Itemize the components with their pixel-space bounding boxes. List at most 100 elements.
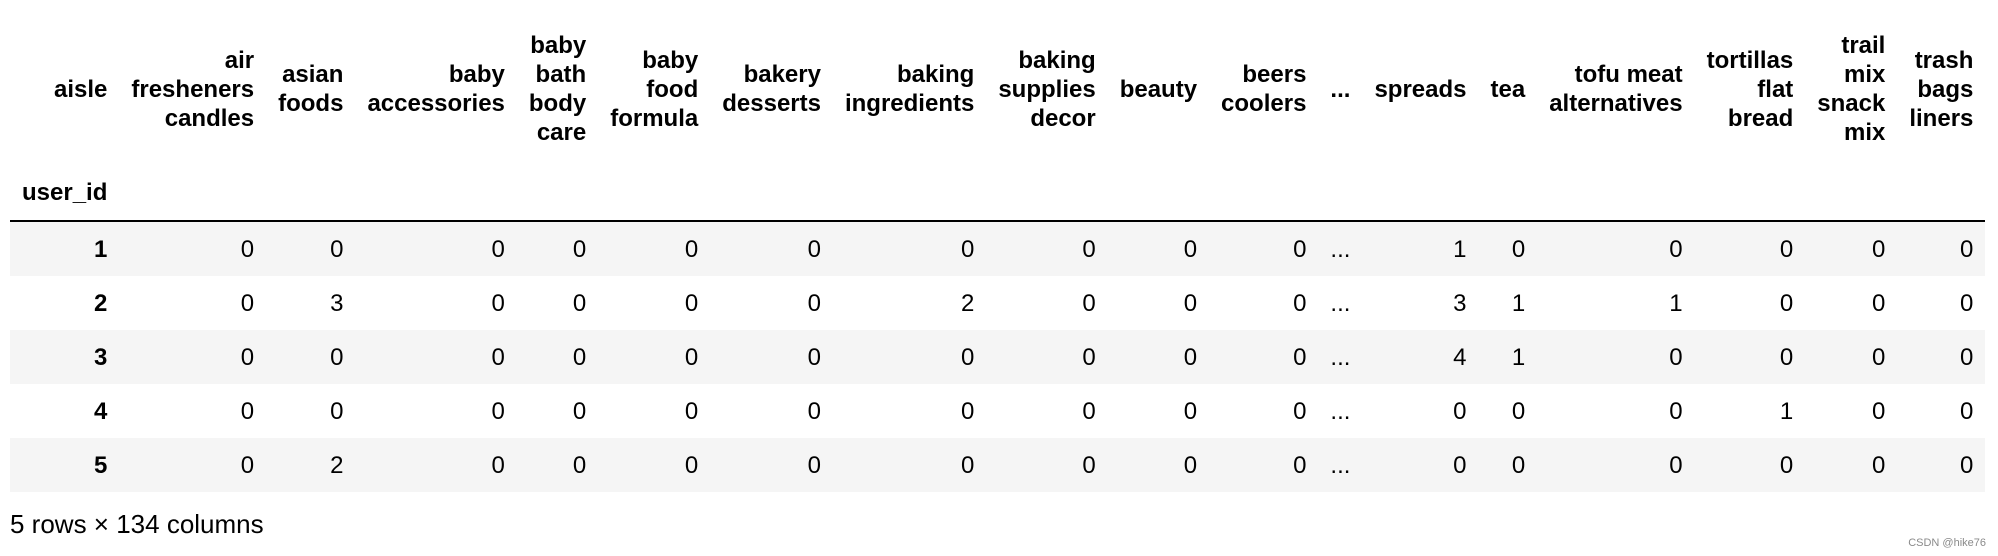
table-cell: 0 [491, 343, 505, 371]
column-header-text: snack [1817, 90, 1886, 117]
column-header-text: trash [1914, 46, 1974, 74]
table-cell: 0 [1871, 451, 1886, 479]
table-cell: 0 [684, 289, 699, 317]
columns-name-label: aisle [53, 75, 108, 103]
index-name-spacer [1805, 164, 1898, 222]
watermark: CSDN @hike76 [1908, 537, 1986, 549]
table-cell: 0 [330, 397, 344, 425]
table-cell: 0 [1779, 343, 1794, 371]
table-cell: 0 [684, 343, 699, 371]
table-cell: 0 [1960, 343, 1974, 371]
column-header: ... [1318, 14, 1362, 164]
table-cell: 0 [240, 289, 255, 317]
table-row: 5 0 2 0 0 0 0 0 0 0 0... 0 0 0 0 0 0 [10, 438, 1986, 492]
table-cell: 0 [960, 451, 975, 479]
column-header-text: spreads [1374, 75, 1467, 103]
table-cell: 0 [807, 343, 821, 371]
index-name-spacer [1209, 164, 1319, 222]
table-cell: 1 [1669, 289, 1683, 317]
table-cell: 0 [1779, 235, 1794, 263]
column-header: tofu meat alternatives [1537, 14, 1694, 164]
column-header-text: bakery [743, 61, 821, 88]
index-name-spacer [1897, 164, 1986, 222]
table-cell: 0 [240, 235, 255, 263]
table-row: 2 0 3 0 0 0 0 2 0 0 0... 3 1 1 0 0 0 [10, 276, 1985, 330]
column-header: baby accessories [355, 14, 516, 164]
column-header-text: baking [896, 61, 975, 88]
table-cell: 0 [1082, 451, 1096, 479]
row-index: 1 [94, 235, 108, 263]
column-header-text: baking [1018, 46, 1096, 74]
column-header-text: ingredients [844, 90, 975, 117]
index-name-spacer [355, 164, 517, 222]
table-cell: 0 [1453, 451, 1467, 479]
table-header: aisle air fresheners candles asian foods baby… [10, 14, 1986, 222]
table-cell: 0 [572, 289, 587, 317]
column-header: spreads [1362, 14, 1478, 164]
column-header-text: baby [448, 61, 505, 88]
column-header-text: bath [535, 61, 587, 88]
table-cell: 0 [572, 451, 587, 479]
table-cell: 4 [1453, 343, 1467, 371]
table-cell: 0 [572, 343, 587, 371]
column-header-text: candles [164, 104, 255, 132]
column-header-text: baby [642, 46, 699, 74]
table-cell: 0 [960, 343, 975, 371]
table-cell: 0 [1960, 451, 1974, 479]
table-cell: 0 [1871, 343, 1886, 371]
table-body: 1 0 0 0 0 0 0 0 0 0 0... 1 0 0 0 0 0 2 0 3 0 0 0 0 2 0 0 0... 3 1 1 0 0 0… [10, 221, 1986, 492]
dataframe-table: aisle air fresheners candles asian foods baby… [10, 14, 1986, 492]
column-header: air fresheners candles [119, 14, 266, 164]
index-name-spacer [710, 164, 833, 222]
table-cell: 0 [1779, 451, 1794, 479]
table-cell: 1 [1779, 397, 1794, 425]
table-cell: 0 [1082, 397, 1096, 425]
column-header-text: body [528, 90, 587, 117]
table-cell: 0 [1082, 235, 1096, 263]
table-cell: 1 [1511, 289, 1526, 317]
column-header-text: mix [1843, 61, 1886, 88]
column-header-text: beauty [1119, 75, 1198, 103]
column-header: beers coolers [1209, 14, 1318, 164]
table-cell: 0 [1511, 451, 1526, 479]
row-index: 3 [94, 343, 108, 371]
column-header-text: care [536, 119, 587, 146]
index-name-spacer [1694, 164, 1806, 222]
index-name-spacer [1537, 164, 1695, 222]
index-name-spacer [1362, 164, 1479, 222]
index-name-spacer [1318, 164, 1363, 222]
table-cell: 0 [1669, 235, 1683, 263]
table-cell: ... [1330, 343, 1351, 371]
column-header: tortillas flat bread [1695, 14, 1806, 164]
column-header-text: flat [1757, 75, 1794, 103]
column-header-text: trail [1841, 32, 1886, 59]
column-header-text: accessories [367, 90, 505, 117]
column-header-text: tea [1490, 75, 1526, 103]
table-cell: 0 [1871, 235, 1886, 263]
column-header-text: baby [530, 32, 587, 59]
column-header-text: asian [282, 61, 344, 88]
table-row: 3 0 0 0 0 0 0 0 0 0 0... 4 1 0 0 0 0 [10, 330, 1986, 384]
table-cell: 0 [1293, 397, 1307, 425]
table-cell: 0 [1183, 235, 1198, 263]
table-cell: 1 [1511, 343, 1526, 371]
table-cell: 0 [1871, 397, 1886, 425]
table-cell: 2 [960, 289, 975, 317]
table-cell: 0 [1669, 397, 1683, 425]
table-cell: 0 [1082, 289, 1096, 317]
table-cell: 0 [1183, 289, 1198, 317]
dataframe-output: aisle air fresheners candles asian foods baby… [10, 14, 1986, 492]
table-cell: 0 [572, 397, 587, 425]
table-cell: 0 [1183, 343, 1198, 371]
column-header: baking ingredients [833, 14, 986, 164]
column-header-text: mix [1843, 119, 1886, 146]
table-cell: 0 [1183, 397, 1198, 425]
table-cell: 0 [1511, 397, 1526, 425]
table-row: 4 0 0 0 0 0 0 0 0 0 0... 0 0 0 1 0 0 [10, 384, 1985, 438]
column-header-text: decor [1030, 104, 1096, 132]
column-header-text: supplies [998, 75, 1096, 103]
column-header: bakery desserts [710, 14, 833, 164]
table-cell: 0 [1669, 451, 1683, 479]
table-cell: 0 [684, 397, 699, 425]
table-cell: 0 [960, 235, 975, 263]
